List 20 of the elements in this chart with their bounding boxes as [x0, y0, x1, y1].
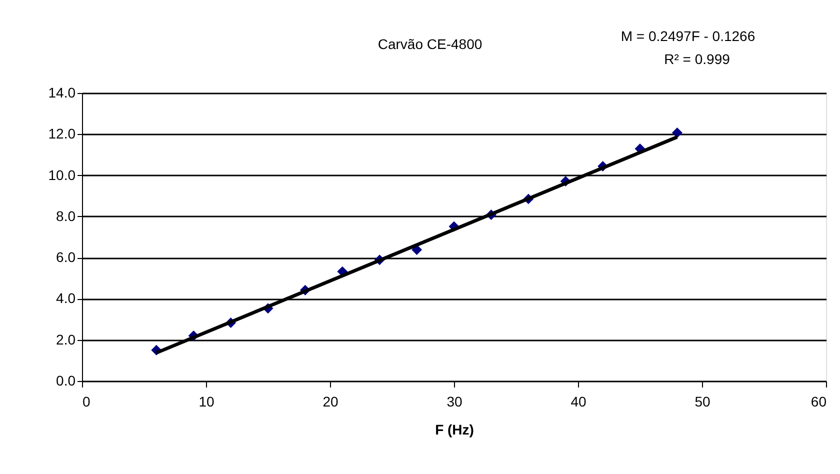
- x-tick-label: 30: [446, 394, 462, 410]
- y-tick-label: 0.0: [56, 372, 76, 388]
- x-axis-title: F (Hz): [435, 422, 474, 438]
- y-tick-label: 10.0: [48, 166, 76, 183]
- y-tick-label: 8.0: [56, 208, 76, 224]
- text: M = 0.2497F - 0.1266: [620, 28, 756, 44]
- text: R² = 0.999: [664, 51, 730, 67]
- x-tick-label: 40: [570, 394, 586, 410]
- x-tick-label: 60: [810, 394, 827, 410]
- point: [672, 127, 682, 138]
- x-tick-label: 50: [694, 394, 710, 410]
- x-tick-label: 0: [82, 394, 90, 410]
- x-tick-label: 20: [322, 394, 338, 410]
- x-tick-label: 10: [198, 394, 214, 410]
- chart-title: Carvão CE-4800: [378, 36, 482, 52]
- y-tick-label: 14.0: [48, 84, 76, 100]
- y-tick-label: 2.0: [56, 331, 76, 348]
- y-tick-label: 4.0: [56, 290, 76, 306]
- y-tick-label: 6.0: [56, 249, 76, 266]
- y-tick-label: 12.0: [48, 126, 76, 142]
